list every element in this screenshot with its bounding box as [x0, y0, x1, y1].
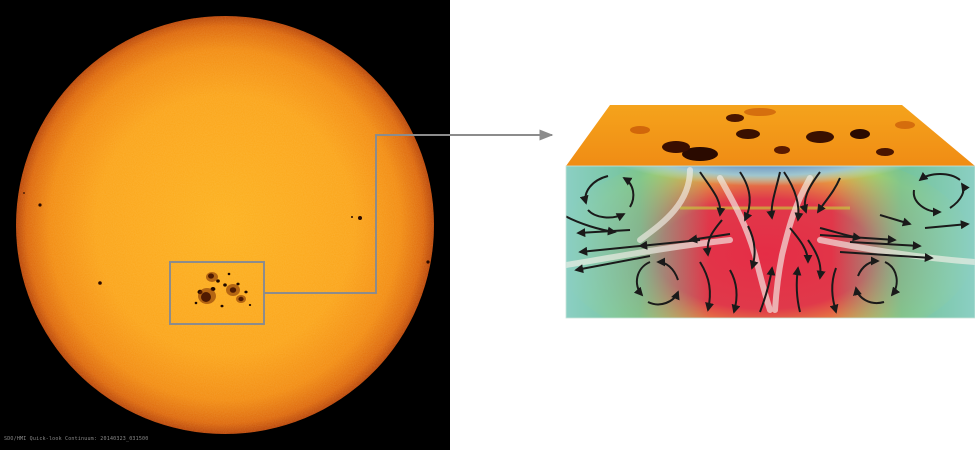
cutaway-diagram: [565, 105, 975, 319]
sunspot-penumbra: [198, 272, 246, 304]
interior-cross-section: [566, 166, 975, 318]
image-caption: SDO/HMI Quick-look Continuum: 20140323_0…: [4, 436, 149, 442]
small-sunspots: [23, 192, 430, 285]
solar-image: [0, 0, 450, 450]
flow-arrows: [566, 171, 970, 314]
granulation-texture: [16, 16, 434, 434]
cutaway-frame: [565, 165, 975, 319]
surface-sunspots: [630, 108, 915, 161]
callout-connector: [264, 129, 554, 294]
